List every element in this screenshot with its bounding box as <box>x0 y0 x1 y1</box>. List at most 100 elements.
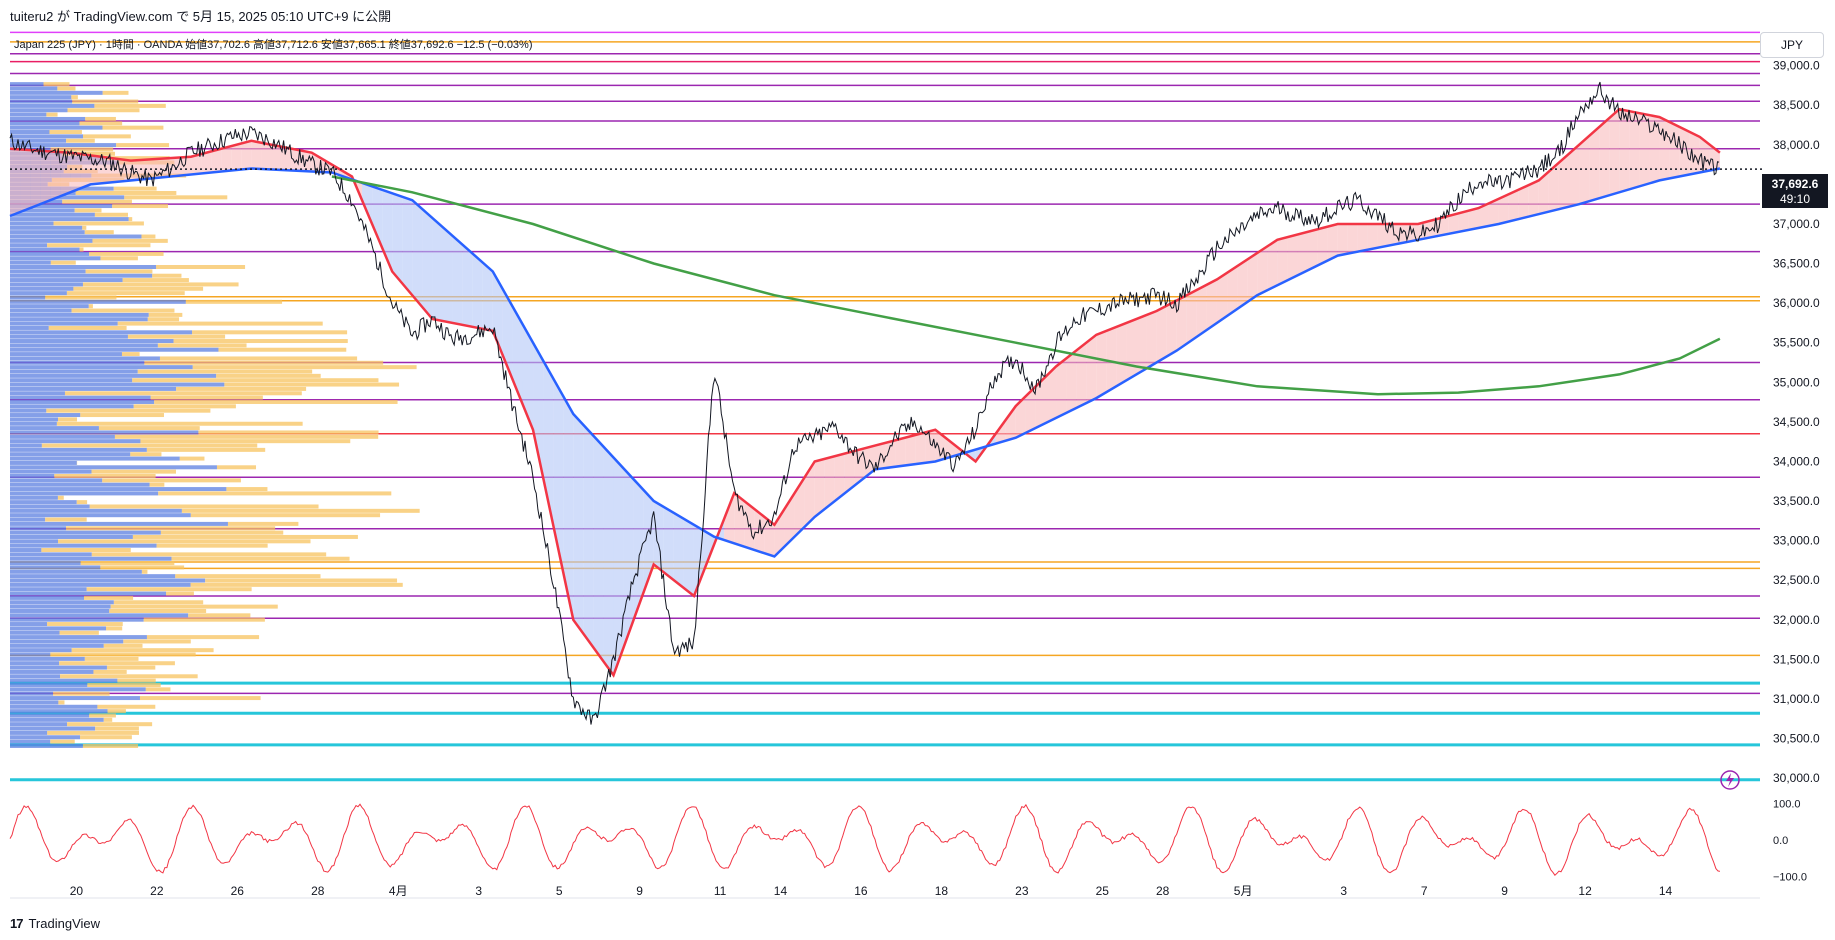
volume-bar-blue <box>10 482 150 487</box>
volume-bar-orange <box>159 356 358 361</box>
price-axis[interactable]: 39,000.038,500.038,000.037,500.037,000.0… <box>1773 59 1820 786</box>
volume-bar-blue <box>10 434 115 439</box>
ma-fill-segment <box>512 307 523 406</box>
oscillator-line <box>9 803 1721 876</box>
volume-bar-orange <box>140 439 351 444</box>
volume-bar-orange <box>132 534 358 539</box>
volume-bar-orange <box>67 108 140 113</box>
price-line <box>9 81 1762 725</box>
y-tick-label: 36,500.0 <box>1773 257 1820 271</box>
volume-bar-blue <box>10 225 83 230</box>
ma-fill-segment <box>70 152 81 193</box>
volume-bar-orange <box>58 539 311 544</box>
ma-fill-segment <box>1367 223 1378 250</box>
volume-bar-blue <box>10 134 84 139</box>
lightning-icon[interactable] <box>1720 770 1740 790</box>
volume-bar-orange <box>158 491 392 496</box>
volume-bar-blue <box>10 312 149 317</box>
volume-bar-blue <box>10 587 87 592</box>
volume-bar-orange <box>192 330 348 335</box>
volume-bar-blue <box>10 269 86 274</box>
volume-bar-orange <box>79 247 84 252</box>
volume-bar-blue <box>10 635 147 640</box>
ma-fill-segment <box>1287 234 1298 281</box>
volume-bar-blue <box>10 726 96 731</box>
volume-bar-blue <box>10 539 59 544</box>
volume-bar-orange <box>192 365 417 370</box>
volume-bar-blue <box>10 426 99 431</box>
volume-bar-blue <box>10 487 227 492</box>
ma-fill-segment <box>1146 311 1157 369</box>
ma-fill-segment <box>563 396 574 620</box>
volume-bar-blue <box>10 334 128 339</box>
volume-bar-blue <box>10 600 114 605</box>
volume-bar-orange <box>102 90 129 95</box>
volume-bar-blue <box>10 613 189 618</box>
x-tick-label: 28 <box>311 884 325 898</box>
volume-bar-orange <box>112 204 168 209</box>
y-tick-label: 39,000.0 <box>1773 59 1820 73</box>
volume-bar-blue <box>10 439 141 444</box>
volume-bar-blue <box>10 251 90 256</box>
volume-bar-orange <box>64 391 302 396</box>
ma-fill-segment <box>885 440 896 469</box>
brand-label: TradingView <box>28 916 101 931</box>
x-tick-label: 28 <box>1156 884 1170 898</box>
volume-bar-orange <box>50 652 196 657</box>
volume-bar-blue <box>10 130 50 135</box>
ma-fill-segment <box>271 144 282 171</box>
volume-bar-orange <box>150 395 263 400</box>
volume-bar-orange <box>60 674 198 679</box>
volume-bar-orange <box>141 569 148 574</box>
volume-bar-blue <box>10 273 153 278</box>
volume-bar-orange <box>85 269 153 274</box>
y-tick-label: 32,000.0 <box>1773 613 1820 627</box>
volume-bar-orange <box>71 308 175 313</box>
volume-bar-orange <box>98 426 200 431</box>
volume-bar-orange <box>45 517 87 522</box>
ma-fill-segment <box>1277 237 1288 286</box>
volume-bar-orange <box>62 199 132 204</box>
volume-bar-orange <box>156 543 268 548</box>
volume-bar-blue <box>10 452 131 457</box>
ma-fill-segment <box>1619 109 1630 193</box>
time-axis[interactable]: 20 22 26 28 4月 3 5 9 11 14 16 18 23 25 28 5月 3 7 9 12 14 <box>70 884 1673 898</box>
ma-fill-segment <box>1247 252 1258 303</box>
volume-bar-blue <box>10 386 177 391</box>
volume-bar-blue <box>10 465 217 470</box>
volume-bar-blue <box>10 286 74 291</box>
volume-bar-blue <box>10 709 108 714</box>
volume-bar-orange <box>73 286 204 291</box>
ma-fill-segment <box>653 501 664 573</box>
ma-fill-segment <box>925 429 936 463</box>
volume-bar-orange <box>117 678 156 683</box>
volume-bar-orange <box>59 630 99 635</box>
volume-bar-orange <box>50 147 114 152</box>
volume-bar-orange <box>205 578 398 583</box>
ma-fill-segment <box>1005 406 1016 441</box>
volume-bar-orange <box>47 622 123 627</box>
currency-button[interactable]: JPY <box>1760 32 1824 58</box>
ma-fill-segment <box>895 437 906 467</box>
ma-fill-segment <box>1458 210 1469 232</box>
volume-bar-orange <box>56 421 303 426</box>
ma-fill-segment <box>643 490 654 593</box>
volume-bar-orange <box>53 221 144 226</box>
publish-header: tuiteru2 が TradingView.com で 5月 15, 2025… <box>10 9 392 24</box>
ma-fill-segment <box>995 419 1006 444</box>
volume-bar-blue <box>10 365 193 370</box>
x-tick-label: 5 <box>556 884 563 898</box>
ma-fill-segment <box>1076 342 1087 409</box>
ma-fill-segment <box>1216 272 1228 323</box>
volume-bar-orange <box>47 243 151 248</box>
volume-bar-orange <box>91 469 176 474</box>
volume-bar-orange <box>100 256 138 261</box>
volume-bar-blue <box>10 460 77 465</box>
ma-fill-segment <box>1106 326 1117 393</box>
ma-fill-segment <box>231 143 242 171</box>
volume-bar-blue <box>10 474 55 478</box>
oscillator-panel <box>9 803 1760 899</box>
ma-fill-segment <box>251 140 262 170</box>
volume-bar-blue <box>10 678 118 683</box>
